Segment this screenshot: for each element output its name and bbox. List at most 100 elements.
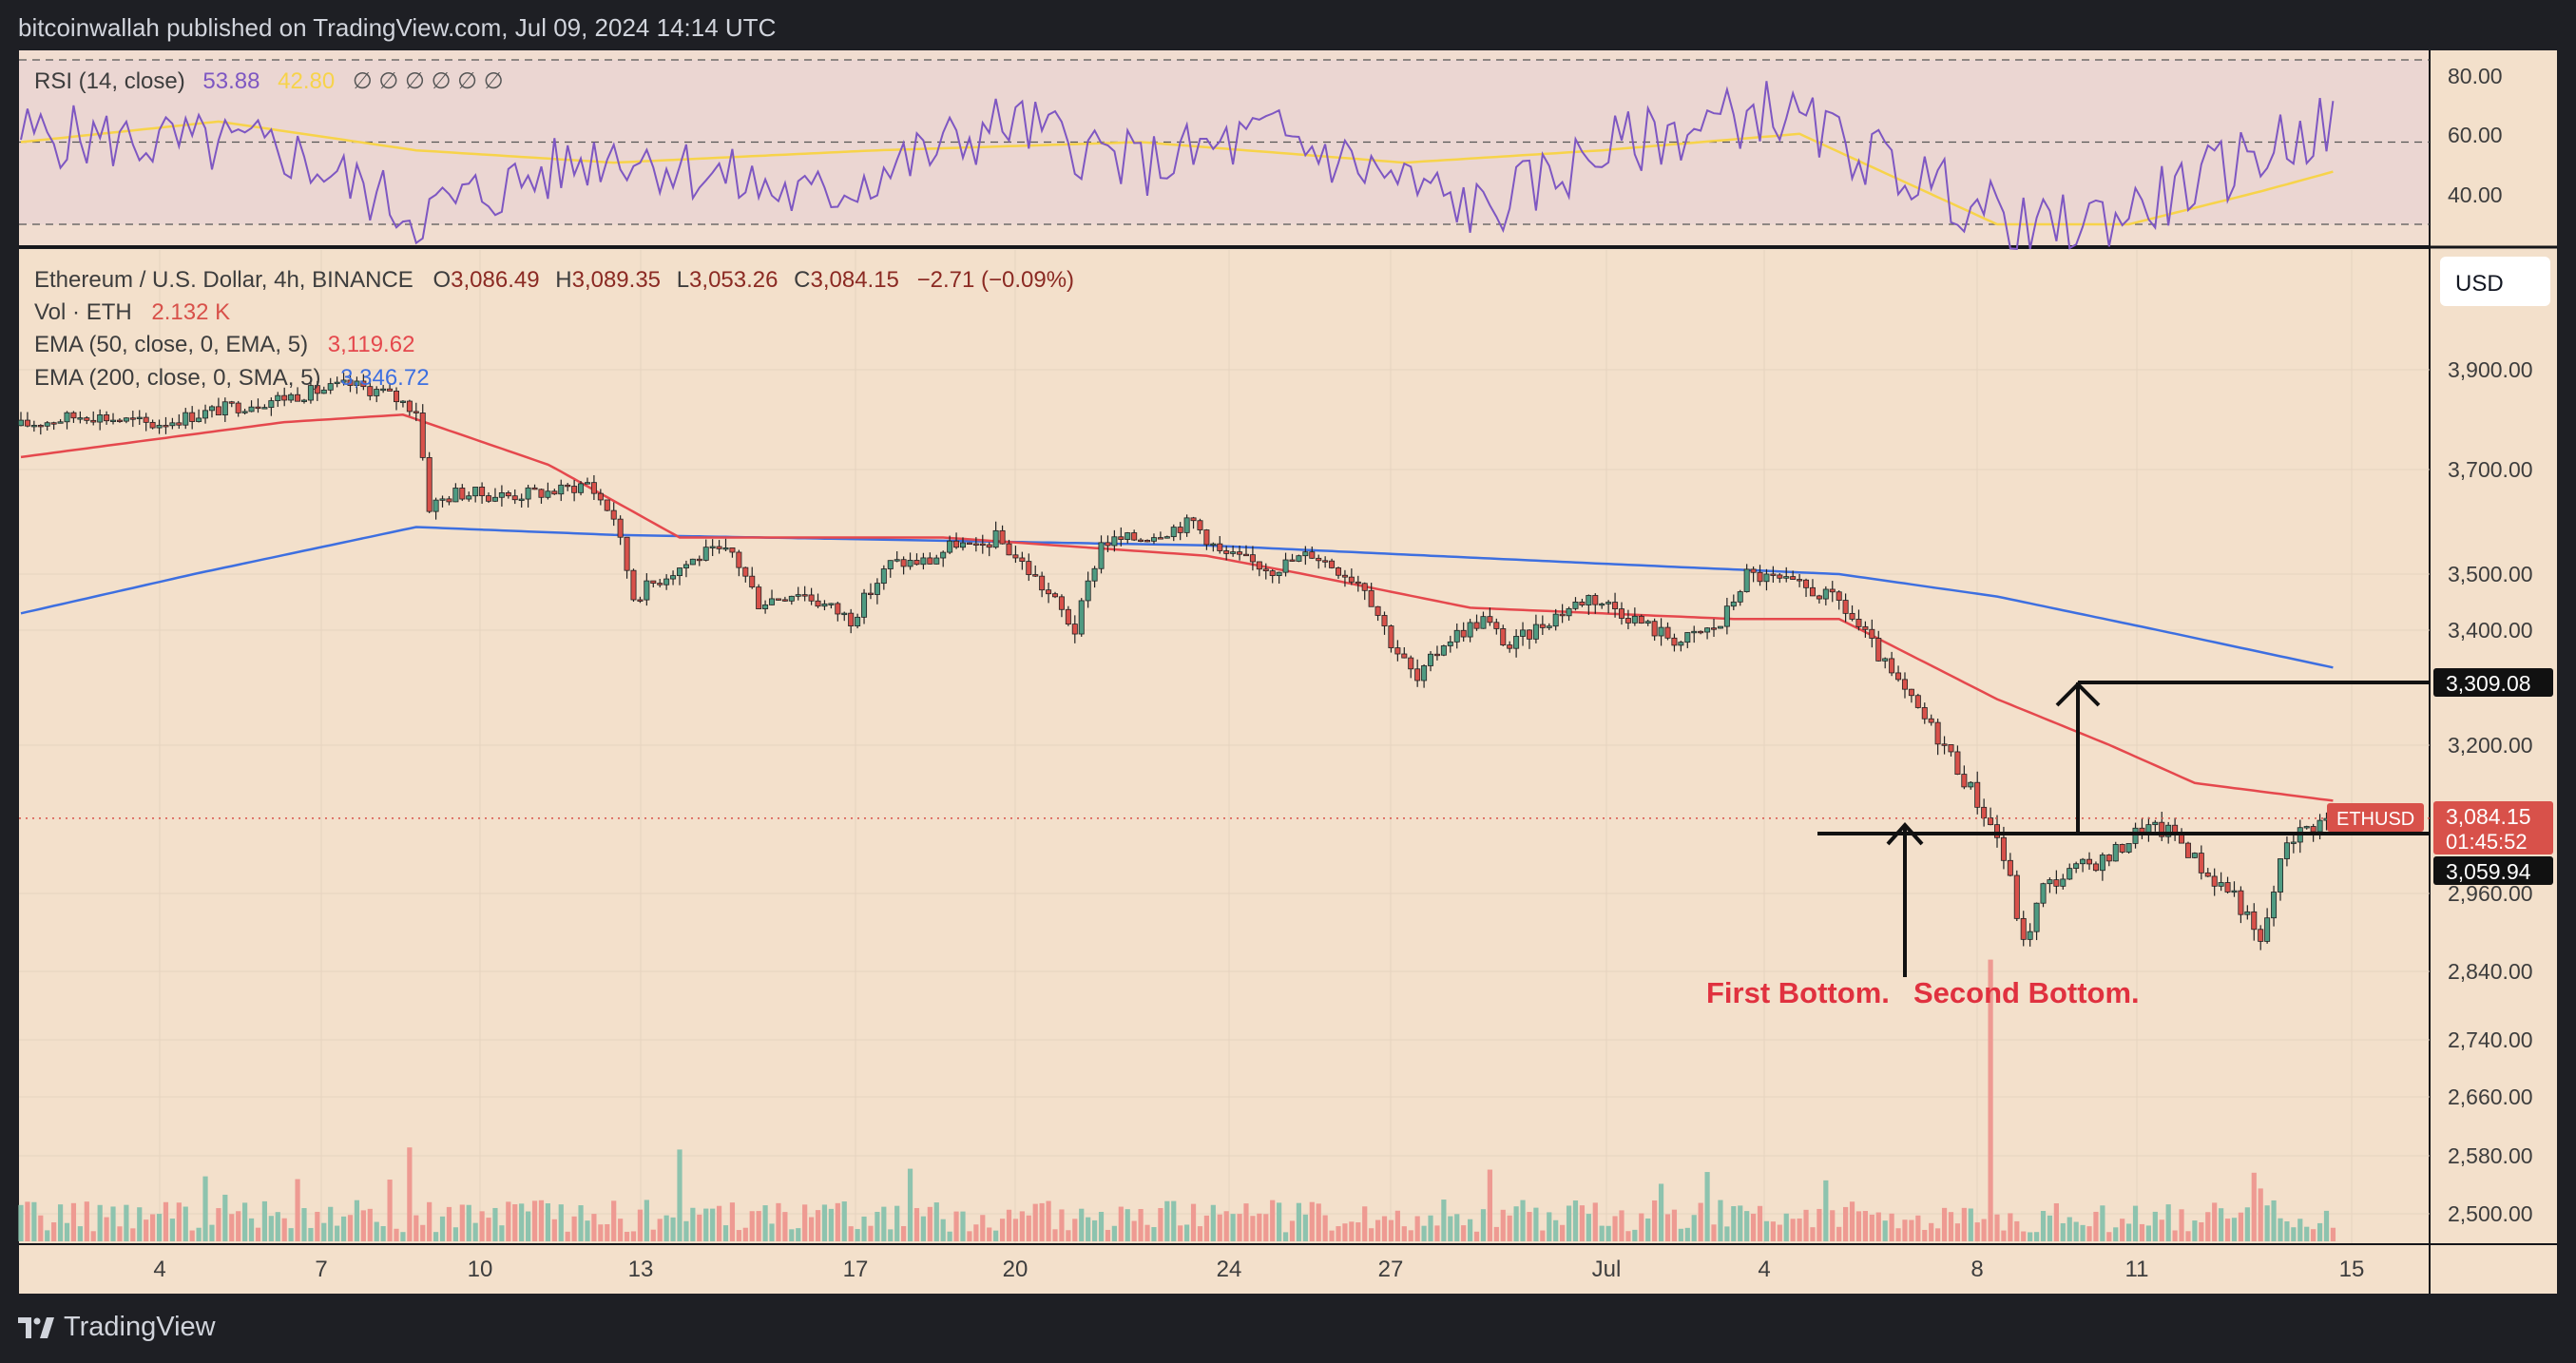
candle[interactable] <box>788 595 795 605</box>
candle[interactable] <box>30 420 37 432</box>
candle[interactable] <box>406 399 413 416</box>
candle[interactable] <box>736 549 742 577</box>
candle[interactable] <box>1138 538 1144 543</box>
candle[interactable] <box>933 554 940 565</box>
candle[interactable] <box>650 580 657 587</box>
candle[interactable] <box>110 413 117 425</box>
arrow-drawings[interactable] <box>1886 682 2101 977</box>
candle[interactable] <box>327 377 334 394</box>
candle[interactable] <box>1961 765 1968 790</box>
price-axis-labels[interactable]: 3,900.00 3,700.00 3,500.00 3,400.00 3,200.00… <box>2448 357 2533 1226</box>
candle[interactable] <box>1170 524 1177 542</box>
candle[interactable] <box>241 409 248 415</box>
candle[interactable] <box>1790 570 1797 580</box>
candle[interactable] <box>597 489 604 506</box>
candle[interactable] <box>1085 571 1091 608</box>
candle[interactable] <box>24 412 30 428</box>
candle[interactable] <box>584 477 590 485</box>
candle[interactable] <box>2099 852 2105 881</box>
candle[interactable] <box>696 555 702 566</box>
candle[interactable] <box>248 400 255 413</box>
candle[interactable] <box>77 411 84 424</box>
candle[interactable] <box>1684 632 1691 648</box>
candle[interactable] <box>677 567 683 586</box>
candle[interactable] <box>1783 566 1790 583</box>
candle[interactable] <box>531 484 538 490</box>
candle[interactable] <box>722 538 729 551</box>
candle[interactable] <box>1842 593 1849 623</box>
candle[interactable] <box>2020 911 2027 947</box>
candle[interactable] <box>116 418 123 423</box>
candle[interactable] <box>1269 569 1276 584</box>
candle[interactable] <box>2033 902 2040 941</box>
candle[interactable] <box>1743 564 1750 593</box>
candle[interactable] <box>1822 586 1829 605</box>
candle[interactable] <box>959 537 966 551</box>
candle[interactable] <box>1934 719 1941 756</box>
candle[interactable] <box>1375 605 1381 622</box>
candle[interactable] <box>1210 542 1217 552</box>
candle[interactable] <box>1111 529 1118 552</box>
candle[interactable] <box>84 415 90 425</box>
candle[interactable] <box>756 584 762 609</box>
candle[interactable] <box>17 412 24 427</box>
candle[interactable] <box>1348 568 1355 586</box>
candle[interactable] <box>1230 545 1237 557</box>
candle[interactable] <box>163 416 169 434</box>
candle[interactable] <box>907 552 913 570</box>
candle[interactable] <box>1981 798 1988 827</box>
candle[interactable] <box>281 387 288 407</box>
candle[interactable] <box>610 502 617 527</box>
candle[interactable] <box>1974 771 1981 815</box>
candle[interactable] <box>1223 546 1230 561</box>
candle[interactable] <box>1052 591 1059 599</box>
candle[interactable] <box>801 586 808 602</box>
candle[interactable] <box>1197 518 1203 534</box>
second-bottom-label[interactable]: Second Bottom. <box>1913 976 2140 1009</box>
candle[interactable] <box>1242 545 1249 557</box>
candle[interactable] <box>2119 843 2125 854</box>
candle[interactable] <box>196 409 202 423</box>
candle[interactable] <box>1770 566 1777 583</box>
candle[interactable] <box>1039 571 1046 598</box>
candle[interactable] <box>749 566 756 589</box>
candle[interactable] <box>742 566 749 583</box>
candle[interactable] <box>1296 554 1302 563</box>
candle[interactable] <box>2007 853 2013 877</box>
candle[interactable] <box>874 578 880 605</box>
candle[interactable] <box>1624 609 1631 630</box>
candle[interactable] <box>2053 870 2060 894</box>
candle[interactable] <box>1513 629 1520 658</box>
candle[interactable] <box>578 481 585 496</box>
candle[interactable] <box>57 418 64 424</box>
candle[interactable] <box>972 537 979 552</box>
candle[interactable] <box>426 451 433 513</box>
candlesticks[interactable] <box>17 373 2336 950</box>
candle[interactable] <box>1711 619 1718 637</box>
candle[interactable] <box>1566 606 1572 622</box>
volume-legend[interactable]: Vol · ETH 2.132 K <box>34 299 230 325</box>
candle[interactable] <box>1019 551 1026 570</box>
candle[interactable] <box>1302 546 1309 566</box>
candle[interactable] <box>380 384 387 394</box>
candle[interactable] <box>446 495 452 506</box>
candle[interactable] <box>1797 573 1803 587</box>
candle[interactable] <box>558 479 565 502</box>
candle[interactable] <box>670 570 677 586</box>
candle[interactable] <box>1829 581 1836 603</box>
candle[interactable] <box>97 409 104 431</box>
candle[interactable] <box>367 377 374 401</box>
candle[interactable] <box>1091 566 1098 588</box>
candle[interactable] <box>169 417 176 430</box>
candle[interactable] <box>781 596 788 602</box>
candle[interactable] <box>1012 546 1019 564</box>
candle[interactable] <box>1256 561 1262 577</box>
candle[interactable] <box>604 499 610 512</box>
candle[interactable] <box>518 493 525 508</box>
candle[interactable] <box>979 534 986 554</box>
candle[interactable] <box>1777 573 1783 584</box>
candle[interactable] <box>2303 825 2310 830</box>
candle[interactable] <box>821 600 828 611</box>
candle[interactable] <box>2198 845 2204 880</box>
candle[interactable] <box>1500 624 1507 646</box>
